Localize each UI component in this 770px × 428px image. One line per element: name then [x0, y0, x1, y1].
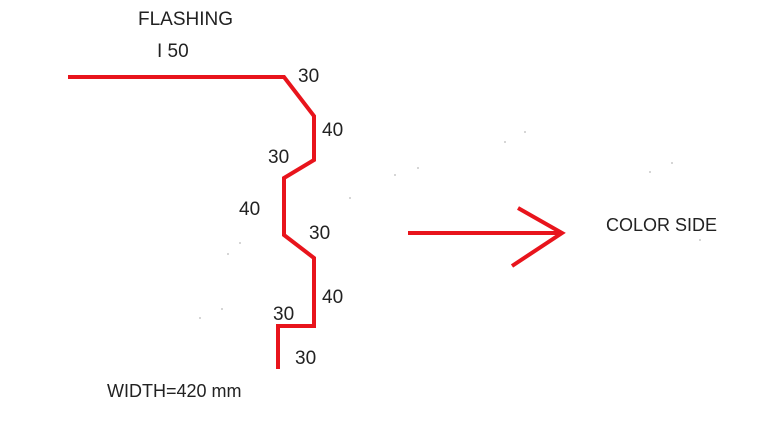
- width-label: WIDTH=420 mm: [107, 381, 242, 401]
- title: FLASHING: [138, 9, 233, 30]
- flashing-profile: [68, 75, 316, 369]
- segment-label: 40: [322, 287, 343, 308]
- segment-label: 30: [295, 348, 316, 369]
- segment-label: 30: [309, 223, 330, 244]
- segment-label: 40: [239, 199, 260, 220]
- segment-label: 40: [322, 120, 343, 141]
- segment-label: 30: [298, 66, 319, 87]
- background-specks: [199, 131, 701, 319]
- title-value: I 50: [157, 41, 189, 62]
- segment-label: 30: [273, 304, 294, 325]
- arrow-right-icon: [408, 206, 566, 268]
- color-side-label: COLOR SIDE: [606, 215, 717, 235]
- segment-label: 30: [268, 147, 289, 168]
